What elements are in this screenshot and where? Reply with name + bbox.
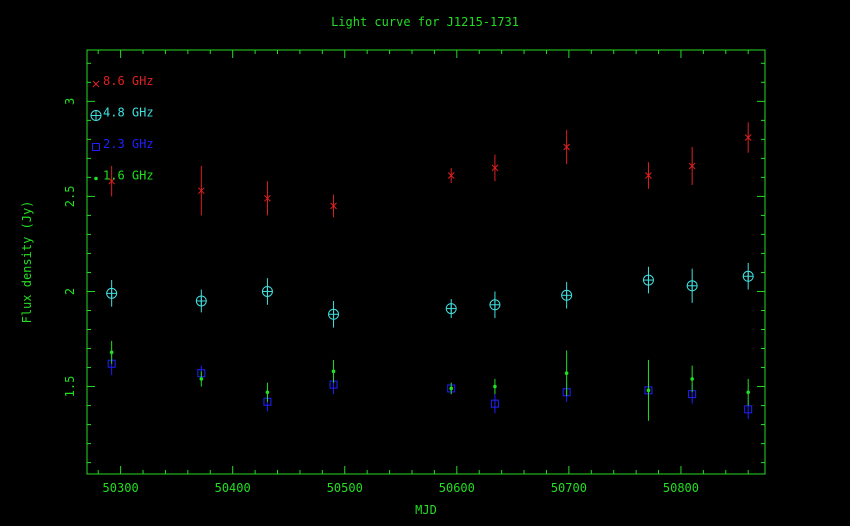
data-point-marker bbox=[646, 388, 651, 393]
y-axis-label: Flux density (Jy) bbox=[20, 201, 34, 324]
axis-ticks bbox=[87, 50, 765, 474]
data-point-marker bbox=[489, 299, 501, 311]
legend-label: 2.3 GHz bbox=[103, 137, 154, 151]
data-point-marker bbox=[265, 390, 270, 395]
data-point-marker bbox=[746, 390, 750, 395]
y-tick-label: 2.5 bbox=[63, 186, 77, 208]
data-point-marker bbox=[264, 194, 271, 202]
data-point-marker bbox=[742, 270, 754, 282]
x-tick-label: 50500 bbox=[327, 481, 363, 495]
data-point-marker bbox=[106, 287, 118, 299]
data-point-marker bbox=[197, 187, 205, 195]
data-point-marker bbox=[564, 371, 569, 376]
data-point-marker bbox=[645, 172, 652, 179]
series-8-6-ghz bbox=[108, 122, 752, 218]
data-point-marker bbox=[331, 369, 336, 374]
data-point-marker bbox=[490, 399, 499, 408]
data-point-marker bbox=[690, 377, 694, 381]
data-point-marker bbox=[108, 177, 116, 185]
data-point-marker bbox=[445, 303, 457, 315]
y-tick-label: 3 bbox=[63, 98, 77, 105]
data-point-marker bbox=[447, 172, 455, 179]
data-point-marker bbox=[642, 274, 654, 286]
data-point-marker bbox=[744, 405, 753, 414]
data-point-marker bbox=[261, 285, 273, 297]
data-point-marker bbox=[94, 176, 98, 181]
plot-frame bbox=[86, 49, 766, 475]
data-point-marker bbox=[92, 143, 100, 151]
data-point-marker bbox=[744, 134, 752, 141]
legend-label: 8.6 GHz bbox=[103, 74, 154, 88]
data-point-marker bbox=[330, 202, 337, 210]
legend-label: 1.6 GHz bbox=[103, 169, 154, 183]
data-point-marker bbox=[491, 164, 499, 172]
chart-title: Light curve for J1215-1731 bbox=[331, 15, 519, 29]
legend-label: 4.8 GHz bbox=[103, 106, 154, 120]
data-point-marker bbox=[688, 162, 696, 170]
data-point-marker bbox=[195, 295, 207, 307]
data-point-marker bbox=[563, 143, 570, 151]
data-point-marker bbox=[561, 289, 573, 301]
data-point-marker bbox=[686, 280, 698, 292]
data-point-marker bbox=[109, 350, 114, 355]
series-4-8-ghz bbox=[106, 262, 754, 328]
data-point-marker bbox=[449, 386, 454, 391]
series-1-6-ghz bbox=[109, 340, 750, 421]
x-tick-label: 50600 bbox=[439, 481, 475, 495]
data-point-marker bbox=[328, 308, 340, 320]
x-tick-label: 50700 bbox=[551, 481, 587, 495]
x-tick-label: 50400 bbox=[215, 481, 251, 495]
data-point-marker bbox=[90, 110, 102, 121]
y-tick-label: 1.5 bbox=[63, 376, 77, 398]
y-tick-label: 2 bbox=[63, 288, 77, 295]
x-tick-label: 50300 bbox=[103, 481, 139, 495]
series-2-3-ghz bbox=[107, 352, 753, 419]
data-point-marker bbox=[199, 377, 204, 381]
data-points bbox=[106, 122, 754, 421]
x-axis-label: MJD bbox=[415, 503, 437, 517]
data-point-marker bbox=[92, 80, 100, 88]
data-point-marker bbox=[493, 384, 497, 389]
tick-labels: 50300 50400 50500 50600 50700 50800 1.5 2 2.5 3 bbox=[63, 98, 699, 495]
x-tick-label: 50800 bbox=[663, 481, 699, 495]
legend: 8.6 GHz 4.8 GHz 2.3 GHz 1.6 GHz bbox=[90, 74, 154, 183]
